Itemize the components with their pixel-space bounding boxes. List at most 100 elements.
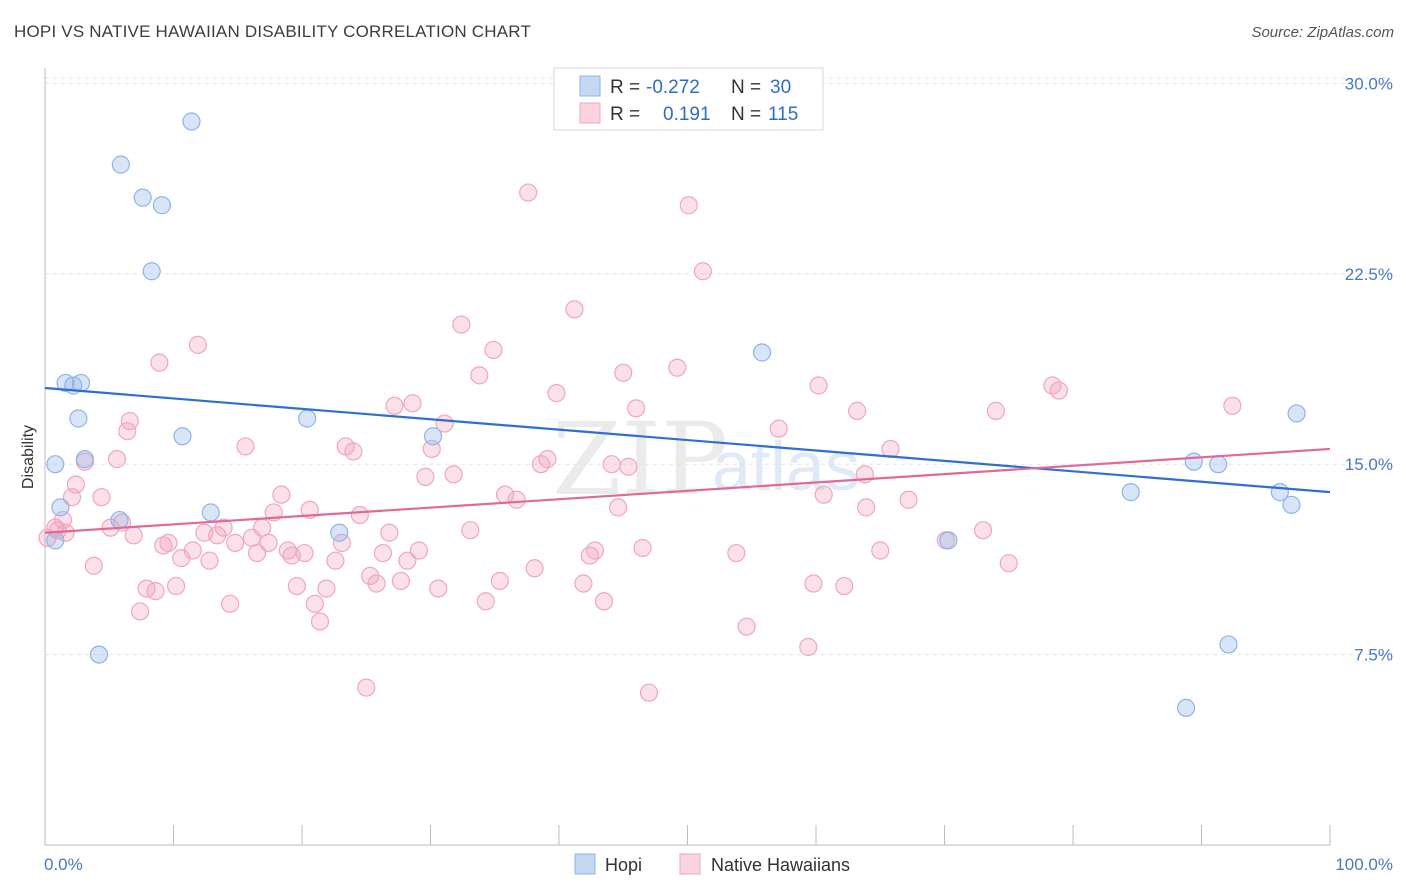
native-hawaiians-point	[380, 523, 399, 542]
hopi-point	[298, 409, 317, 428]
legend-native-r-value: 0.191	[663, 104, 711, 125]
hopi-point	[75, 450, 94, 469]
native-hawaiians-point	[470, 366, 489, 385]
hopi-point	[752, 343, 772, 362]
native-hawaiians-point	[373, 543, 393, 563]
native-hawaiians-point	[626, 399, 646, 418]
legend-native-r-label: R =	[610, 104, 640, 125]
native-hawaiians-point	[287, 576, 306, 596]
bottom-legend-native-swatch	[679, 853, 701, 875]
legend-hopi-swatch	[579, 75, 601, 97]
hopi-point	[1282, 495, 1301, 514]
y-tick-label: 7.5%	[1354, 646, 1393, 665]
axes	[44, 68, 1331, 846]
native-hawaiians-point	[585, 541, 605, 560]
hopi-point	[46, 455, 65, 474]
native-hawaiians-point	[679, 196, 698, 215]
native-hawaiians-point	[633, 538, 652, 558]
native-hawaiians-point	[159, 533, 178, 552]
native-hawaiians-point	[668, 358, 687, 377]
hopi-point	[1184, 452, 1203, 471]
hopi-point	[71, 373, 91, 393]
native-hawaiians-point	[507, 490, 526, 509]
native-hawaiians-point	[769, 419, 788, 438]
native-hawaiians-point	[609, 498, 628, 517]
native-hawaiians-point	[92, 488, 111, 507]
native-hawaiians-point	[737, 617, 756, 636]
legend-hopi-n-label: N =	[731, 77, 761, 98]
hopi-point	[89, 645, 109, 664]
hopi-point	[939, 531, 958, 550]
x-tick-label: 0.0%	[44, 855, 83, 874]
native-hawaiians-point	[476, 592, 495, 611]
hopi-point	[51, 498, 70, 517]
native-hawaiians-point	[124, 526, 143, 545]
native-hawaiians-point	[214, 518, 233, 537]
native-hawaiians-point	[416, 467, 435, 486]
native-hawaiians-point	[166, 576, 186, 596]
native-hawaiians-point	[444, 465, 463, 484]
native-hawaiians-point	[594, 592, 614, 611]
x-tick-labels: 0.0% 100.0%	[44, 855, 1393, 874]
native-hawaiians-point	[385, 396, 404, 415]
native-hawaiians-point	[452, 315, 471, 334]
hopi-point	[423, 427, 443, 446]
native-hawaiians-point	[272, 485, 291, 504]
hopi-point	[1209, 455, 1228, 474]
legend-hopi-r-label: R =	[610, 77, 640, 98]
native-hawaiians-point	[130, 602, 150, 621]
bottom-legend-hopi-label: Hopi	[605, 855, 642, 875]
native-hawaiians-point	[1223, 396, 1242, 415]
native-hawaiians-point	[1049, 381, 1068, 400]
native-hawaiians-point	[66, 475, 85, 494]
native-hawaiians-point	[305, 594, 324, 613]
hopi-point	[330, 523, 349, 542]
legend-hopi-r-value: -0.272	[646, 77, 700, 98]
hopi-point	[173, 427, 192, 446]
y-tick-label: 22.5%	[1345, 265, 1393, 284]
native-hawaiians-point	[398, 551, 417, 570]
native-hawaiians-point	[367, 574, 386, 593]
hopi-trend-line	[44, 386, 1331, 494]
native-hawaiians-point	[357, 678, 376, 697]
native-hawaiians-point	[525, 559, 544, 578]
native-hawaiians-point	[871, 541, 890, 560]
native-hawaiians-point	[403, 394, 422, 413]
source-label: Source: ZipAtlas.com	[1251, 24, 1394, 41]
native-hawaiians-point	[574, 574, 593, 593]
native-hawaiians-point	[326, 551, 345, 570]
watermark-atlas: atlas	[712, 427, 860, 505]
native-hawaiians-point	[848, 401, 867, 420]
hopi-point	[152, 196, 172, 215]
native-hawaiians-point	[183, 541, 202, 560]
native-hawaiians-point	[727, 543, 746, 563]
hopi-point	[182, 112, 201, 131]
native-hawaiians-point	[391, 571, 411, 591]
top-legend: R = -0.272 N = 30 R = 0.191 N = 115	[553, 67, 824, 131]
native-hawaiians-point	[835, 576, 854, 596]
hopi-point	[133, 188, 152, 207]
y-tick-labels: 7.5% 15.0% 22.5% 30.0%	[1345, 74, 1393, 664]
native-hawaiians-point	[484, 340, 503, 360]
bottom-legend-hopi-swatch	[574, 853, 596, 875]
native-hawaiians-point	[236, 437, 255, 456]
native-hawaiians-point	[809, 376, 828, 395]
native-hawaiians-point	[154, 536, 173, 555]
native-hawaiians-point	[490, 571, 509, 591]
hopi-point	[1176, 698, 1196, 718]
native-hawaiians-point	[120, 411, 139, 431]
trend-lines	[44, 386, 1331, 534]
native-hawaiians-point	[146, 582, 165, 601]
native-hawaiians-point	[253, 518, 272, 537]
native-hawaiians-point	[814, 485, 833, 504]
native-hawaiians-point	[614, 363, 633, 382]
native-hawaiians-trend-line	[44, 447, 1331, 534]
native-hawaiians-point	[857, 498, 876, 517]
native-hawaiians-point	[519, 183, 538, 202]
y-tick-label: 15.0%	[1345, 455, 1393, 474]
native-hawaiians-point	[799, 637, 818, 657]
native-hawaiians-point	[580, 546, 599, 565]
native-hawaiians-point	[208, 526, 227, 545]
y-tick-label: 30.0%	[1345, 74, 1393, 93]
